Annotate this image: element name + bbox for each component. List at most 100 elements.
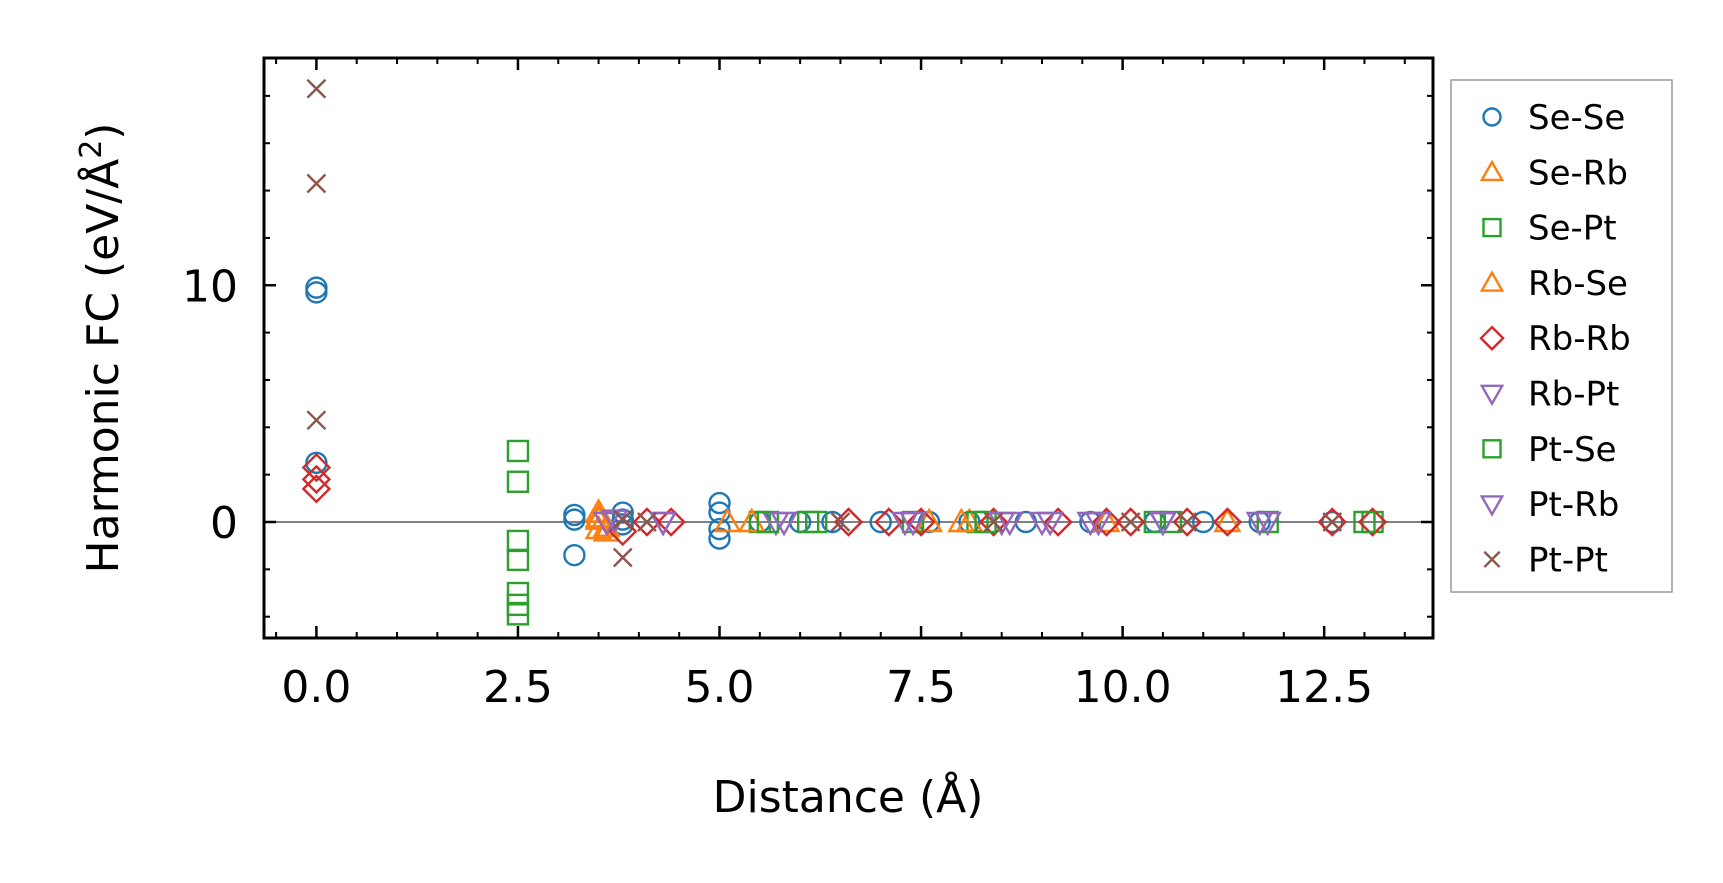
- legend-label: Pt-Rb: [1528, 485, 1619, 525]
- data-point: [1115, 507, 1146, 537]
- data-point: [305, 281, 328, 304]
- data-point: [708, 491, 731, 515]
- data-point: [947, 507, 976, 533]
- data-point: [708, 527, 731, 550]
- legend-entry: Se-Pt: [1482, 209, 1617, 249]
- legend-entry: Pt-Pt: [1483, 540, 1608, 580]
- legend-entry: Se-Se: [1482, 98, 1625, 138]
- legend-marker: [1479, 159, 1505, 182]
- data-point: [1148, 511, 1177, 537]
- data-point: [1357, 507, 1388, 537]
- legend-marker: [1482, 107, 1502, 127]
- data-point: [796, 510, 820, 534]
- legend-marker: [1482, 439, 1502, 459]
- data-point: [1076, 511, 1105, 537]
- legend-entry: Pt-Rb: [1479, 485, 1619, 525]
- y-tick-label: 10: [182, 261, 238, 312]
- data-point: [983, 512, 1004, 532]
- data-point: [830, 512, 851, 532]
- y-axis-label: Harmonic FC (eV/Å2): [74, 123, 129, 574]
- legend-marker: [1479, 270, 1505, 292]
- data-point: [506, 470, 530, 493]
- data-point: [656, 507, 686, 537]
- data-point: [649, 511, 678, 537]
- data-point: [1091, 507, 1122, 537]
- data-point: [1120, 512, 1141, 532]
- data-point: [978, 507, 1009, 537]
- data-point: [632, 507, 662, 537]
- data-point: [874, 507, 904, 537]
- legend-marker: [1479, 495, 1505, 517]
- x-axis-label: Distance (Å): [713, 770, 984, 823]
- data-point: [612, 509, 633, 530]
- data-point: [833, 507, 864, 537]
- y-axis-label-main: Harmonic FC (eV/Å: [76, 159, 129, 574]
- series-se-pt: [506, 439, 1384, 626]
- legend-entry: Se-Rb: [1479, 153, 1628, 193]
- data-point: [306, 78, 327, 99]
- data-point: [301, 474, 332, 504]
- legend-marker: [1483, 550, 1501, 568]
- data-point: [1172, 507, 1202, 537]
- series-rb-rb: [301, 452, 1388, 547]
- axis-ticks: [264, 58, 1433, 638]
- data-points: [301, 78, 1388, 626]
- data-point: [506, 603, 530, 626]
- legend-label: Pt-Pt: [1528, 540, 1608, 580]
- legend-label: Se-Pt: [1528, 209, 1617, 249]
- data-point: [1321, 510, 1344, 534]
- y-tick-label: 0: [210, 498, 238, 549]
- legend-entry: Rb-Rb: [1479, 319, 1631, 359]
- legend-marker: [1482, 217, 1502, 238]
- data-point: [898, 511, 928, 537]
- legend-entry: Pt-Se: [1482, 430, 1617, 470]
- x-tick-label: 5.0: [685, 662, 755, 713]
- legend-marker: [1479, 384, 1505, 407]
- legend-entry: Rb-Se: [1479, 264, 1628, 304]
- y-axis-label-sup: 2: [74, 140, 109, 159]
- data-point: [584, 514, 613, 540]
- legend-entries: Se-Se Se-Rb Se-Pt Rb-Se Rb-Rb Rb-Pt Pt-Se Pt-Rb…: [1479, 98, 1631, 580]
- data-point: [1322, 512, 1343, 532]
- data-point: [708, 517, 731, 541]
- legend-label: Rb-Se: [1528, 264, 1628, 304]
- data-point: [306, 173, 327, 194]
- data-point: [563, 508, 586, 531]
- plot-area-frame: [262, 56, 1435, 640]
- data-point: [563, 543, 586, 567]
- data-point: [1092, 507, 1121, 533]
- data-point: [506, 548, 530, 572]
- data-point: [1212, 507, 1243, 537]
- x-tick-label: 7.5: [886, 662, 956, 713]
- data-point: [305, 276, 328, 299]
- data-point: [1353, 510, 1376, 534]
- y-axis-label-close: ): [78, 123, 129, 140]
- data-point: [769, 511, 799, 537]
- legend-marker: [1479, 325, 1505, 351]
- tick-labels: 0.0 2.5 5.0 7.5 10.0 12.5 0 10: [182, 261, 1373, 713]
- legend-label: Pt-Se: [1528, 430, 1617, 470]
- x-tick-label: 0.0: [281, 662, 351, 713]
- x-tick-label: 12.5: [1275, 662, 1373, 713]
- data-point: [612, 547, 633, 568]
- data-point: [637, 512, 657, 532]
- data-point: [506, 529, 530, 553]
- data-point: [1177, 512, 1197, 532]
- data-point: [821, 510, 844, 534]
- data-point: [1043, 507, 1073, 537]
- data-point: [1317, 507, 1347, 537]
- series-pt-se: [756, 510, 1376, 534]
- x-tick-label: 10.0: [1074, 662, 1172, 713]
- data-point: [869, 510, 892, 534]
- data-point: [506, 581, 530, 605]
- legend-label: Rb-Pt: [1528, 375, 1619, 415]
- data-point: [305, 451, 328, 475]
- series-pt-rb: [592, 511, 1282, 537]
- data-point: [301, 464, 332, 495]
- data-point: [592, 511, 621, 537]
- legend-entry: Rb-Pt: [1479, 375, 1619, 415]
- legend-label: Rb-Rb: [1528, 319, 1631, 359]
- series-pt-pt: [306, 78, 1343, 568]
- legend-label: Se-Rb: [1528, 153, 1628, 193]
- data-point: [306, 410, 327, 431]
